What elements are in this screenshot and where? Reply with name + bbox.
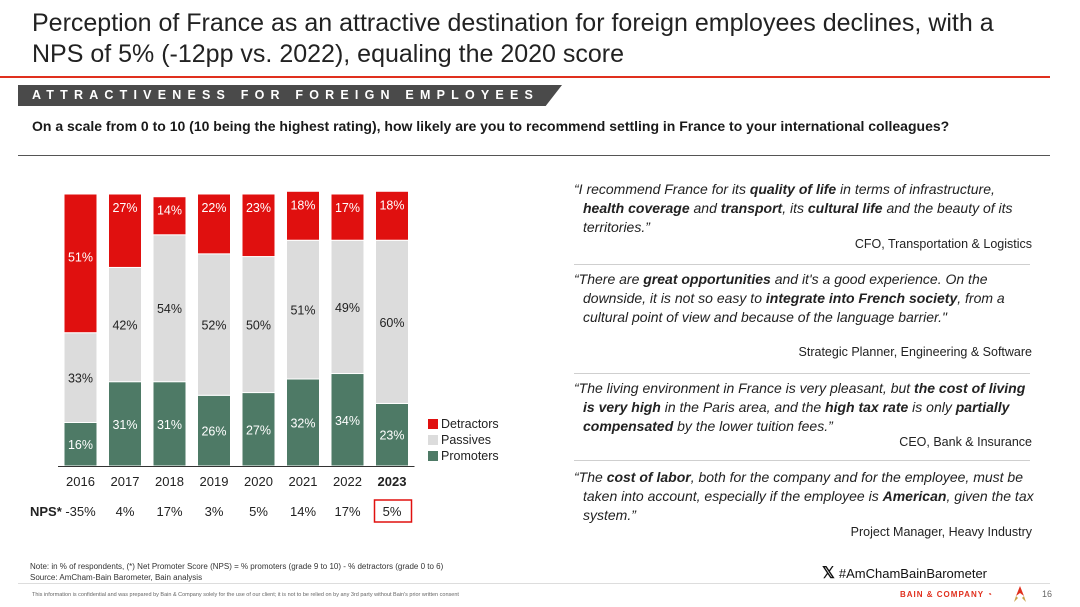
quote-attribution: Strategic Planner, Engineering & Softwar… bbox=[798, 345, 1032, 359]
nps-value-2020: 5% bbox=[249, 504, 268, 519]
section-header-band: ATTRACTIVENESS FOR FOREIGN EMPLOYEES bbox=[18, 85, 562, 106]
title-divider bbox=[0, 76, 1050, 78]
legend-swatch-promoters bbox=[428, 451, 438, 461]
x-tick-label-2016: 2016 bbox=[66, 474, 95, 489]
bar-detractors-2023 bbox=[375, 190, 409, 241]
quote-attribution: CFO, Transportation & Logistics bbox=[854, 237, 1032, 251]
bar-detractors-2022 bbox=[330, 193, 365, 241]
bar-promoters-2018 bbox=[152, 381, 187, 467]
x-tick-label-2019: 2019 bbox=[200, 474, 229, 489]
bar-passives-2020 bbox=[241, 256, 276, 394]
x-tick-label-2017: 2017 bbox=[111, 474, 140, 489]
survey-question: On a scale from 0 to 10 (10 being the hi… bbox=[32, 118, 950, 134]
bar-detractors-2019 bbox=[197, 193, 231, 255]
nps-value-2021: 14% bbox=[290, 504, 316, 519]
nps-row-label: NPS* bbox=[30, 504, 63, 519]
legend-swatch-passives bbox=[428, 435, 438, 445]
data-label-detractors-2019: 22% bbox=[201, 201, 226, 215]
bar-passives-2019 bbox=[197, 253, 231, 396]
quote-text: “I recommend France for its quality of l… bbox=[574, 181, 1013, 235]
quote-text: “The cost of labor, both for the company… bbox=[574, 469, 1034, 523]
footnote: Note: in % of respondents, (*) Net Promo… bbox=[30, 561, 443, 583]
data-label-promoters-2021: 32% bbox=[290, 416, 315, 430]
data-label-promoters-2018: 31% bbox=[157, 418, 182, 432]
footnote-note: Note: in % of respondents, (*) Net Promo… bbox=[30, 562, 444, 571]
data-label-passives-2023: 60% bbox=[379, 316, 404, 330]
quote-divider bbox=[574, 373, 1030, 374]
data-label-promoters-2017: 31% bbox=[112, 418, 137, 432]
nps-stacked-bar-chart: 16% 33% 51% 2016 -35% 31% 42% 27% 2017 4% 31% 54% 14… bbox=[30, 190, 499, 523]
bar-promoters-2019 bbox=[197, 394, 231, 467]
bar-passives-2022 bbox=[330, 239, 365, 375]
nps-highlight-box bbox=[373, 499, 413, 523]
legend-label-passives: Passives bbox=[441, 433, 491, 447]
data-label-passives-2018: 54% bbox=[157, 302, 182, 316]
nps-value-2022: 17% bbox=[334, 504, 360, 519]
page-number: 16 bbox=[1042, 589, 1053, 599]
x-tick-label-2020: 2020 bbox=[244, 474, 273, 489]
legend-swatch-detractors bbox=[428, 419, 438, 429]
data-label-promoters-2020: 27% bbox=[246, 423, 271, 437]
quote-text: “There are great opportunities and it's … bbox=[574, 271, 1005, 325]
bar-promoters-2021 bbox=[286, 378, 320, 467]
confidentiality-disclaimer: This information is confidential and was… bbox=[32, 592, 459, 598]
amcham-logo-icon bbox=[1014, 586, 1026, 602]
hashtag: 𝕏 #AmChamBainBarometer bbox=[822, 563, 987, 583]
quote-divider bbox=[574, 460, 1030, 461]
bar-detractors-2018 bbox=[152, 196, 187, 236]
x-logo-icon: 𝕏 bbox=[822, 565, 835, 582]
bar-detractors-2016 bbox=[63, 193, 98, 334]
section-label: ATTRACTIVENESS FOR FOREIGN EMPLOYEES bbox=[32, 88, 540, 102]
data-label-detractors-2017: 27% bbox=[112, 201, 137, 215]
bar-detractors-2021 bbox=[286, 190, 320, 241]
data-label-detractors-2021: 18% bbox=[290, 198, 315, 212]
nps-value-2017: 4% bbox=[116, 504, 135, 519]
bar-promoters-2020 bbox=[241, 392, 276, 467]
x-tick-label-2022: 2022 bbox=[333, 474, 362, 489]
page-title: Perception of France as an attractive de… bbox=[32, 9, 994, 68]
nps-value-2016: -35% bbox=[65, 504, 96, 519]
data-label-promoters-2019: 26% bbox=[201, 425, 226, 439]
data-label-detractors-2018: 14% bbox=[157, 204, 182, 218]
x-tick-label-2023: 2023 bbox=[378, 474, 407, 489]
quote-text: “The living environment in France is ver… bbox=[574, 380, 1026, 434]
data-label-promoters-2023: 23% bbox=[379, 429, 404, 443]
legend-label-detractors: Detractors bbox=[441, 417, 499, 431]
data-label-passives-2019: 52% bbox=[201, 319, 226, 333]
data-label-passives-2021: 51% bbox=[290, 304, 315, 318]
question-divider bbox=[18, 155, 1050, 156]
data-label-promoters-2016: 16% bbox=[68, 438, 93, 452]
x-tick-label-2021: 2021 bbox=[289, 474, 318, 489]
data-label-promoters-2022: 34% bbox=[335, 414, 360, 428]
bar-promoters-2023 bbox=[375, 402, 409, 467]
bar-promoters-2016 bbox=[63, 421, 98, 467]
x-tick-label-2018: 2018 bbox=[155, 474, 184, 489]
data-label-detractors-2023: 18% bbox=[379, 198, 404, 212]
data-label-passives-2017: 42% bbox=[112, 319, 137, 333]
bar-passives-2021 bbox=[286, 239, 320, 380]
data-label-passives-2016: 33% bbox=[68, 372, 93, 386]
bar-detractors-2020 bbox=[241, 193, 276, 258]
data-label-detractors-2022: 17% bbox=[335, 201, 360, 215]
quote-attribution: CEO, Bank & Insurance bbox=[899, 435, 1032, 449]
legend-label-promoters: Promoters bbox=[441, 449, 499, 463]
quote-attribution: Project Manager, Heavy Industry bbox=[850, 525, 1032, 539]
footnote-source: Source: AmCham-Bain Barometer, Bain anal… bbox=[30, 573, 203, 582]
bain-logo: BAIN & COMPANY ◔ bbox=[900, 590, 994, 599]
nps-value-2023: 5% bbox=[383, 504, 402, 519]
bar-detractors-2017 bbox=[108, 193, 142, 268]
nps-value-2018: 17% bbox=[156, 504, 182, 519]
bar-passives-2016 bbox=[63, 332, 98, 423]
nps-value-2019: 3% bbox=[205, 504, 224, 519]
data-label-detractors-2016: 51% bbox=[68, 250, 93, 264]
data-label-detractors-2020: 23% bbox=[246, 201, 271, 215]
bar-passives-2017 bbox=[108, 266, 142, 383]
hashtag-text: #AmChamBainBarometer bbox=[838, 566, 988, 581]
bain-logo-icon: ◔ bbox=[987, 590, 994, 599]
data-label-passives-2020: 50% bbox=[246, 319, 271, 333]
data-label-passives-2022: 49% bbox=[335, 301, 360, 315]
quote-divider bbox=[574, 264, 1030, 265]
footer-divider bbox=[18, 583, 1050, 584]
